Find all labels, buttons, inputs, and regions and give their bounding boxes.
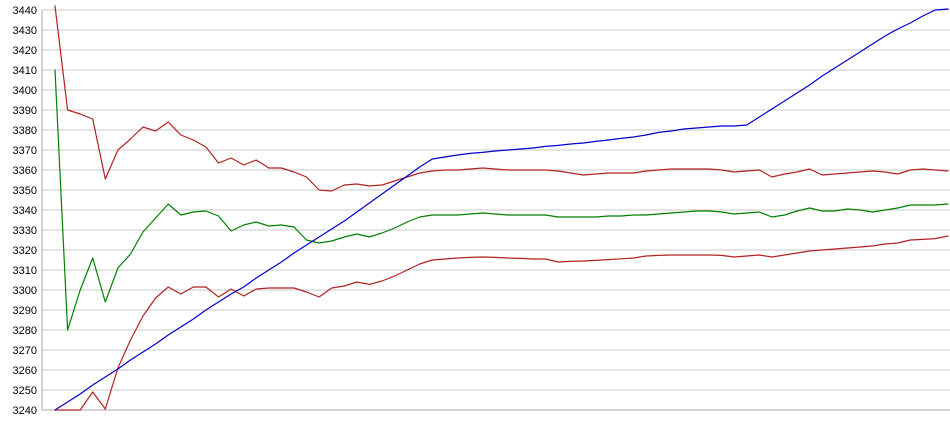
- y-axis-tick-label: 3380: [13, 125, 37, 137]
- y-axis-tick-label: 3340: [13, 205, 37, 217]
- y-axis-tick-label: 3280: [13, 325, 37, 337]
- y-axis-tick-label: 3320: [13, 245, 37, 257]
- y-axis-tick-label: 3420: [13, 45, 37, 57]
- y-axis-tick-label: 3240: [13, 405, 37, 417]
- y-axis-tick-label: 3250: [13, 385, 37, 397]
- y-axis-tick-label: 3290: [13, 305, 37, 317]
- y-axis-tick-label: 3360: [13, 165, 37, 177]
- series-lower-red-line: [54, 235, 949, 411]
- y-axis-tick-label: 3270: [13, 345, 37, 357]
- y-axis-tick-label: 3370: [13, 145, 37, 157]
- y-axis-tick-label: 3400: [13, 85, 37, 97]
- series-upper-red-line: [54, 5, 949, 192]
- y-axis-tick-label: 3440: [13, 5, 37, 17]
- y-axis-tick-label: 3350: [13, 185, 37, 197]
- y-axis-tick-label: 3390: [13, 105, 37, 117]
- series-blue-line: [54, 8, 949, 411]
- series-green-line: [54, 69, 949, 331]
- y-axis-tick-label: 3260: [13, 365, 37, 377]
- y-axis-tick-label: 3300: [13, 285, 37, 297]
- y-axis-tick-label: 3310: [13, 265, 37, 277]
- y-axis-tick-label: 3430: [13, 25, 37, 37]
- y-axis-tick-label: 3330: [13, 225, 37, 237]
- y-axis-tick-label: 3410: [13, 65, 37, 77]
